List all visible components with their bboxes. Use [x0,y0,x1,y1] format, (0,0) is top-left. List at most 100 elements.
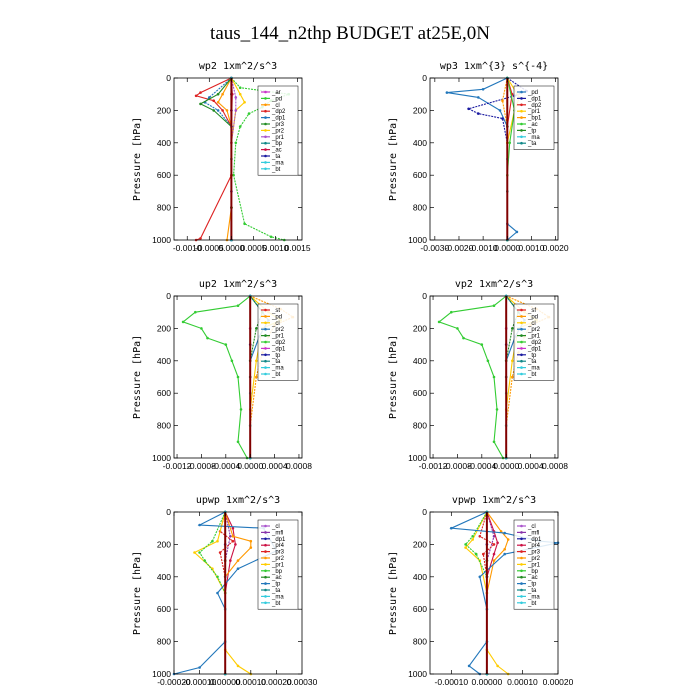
legend-marker [520,524,523,528]
legend-marker [520,353,523,357]
data-point [450,310,453,314]
legend-marker [264,531,267,534]
x-tick-label: -0.0005 [195,243,224,253]
y-tick-label: 1000 [152,453,171,463]
legend-label: _ta [271,359,281,365]
legend-label: _pr4 [271,543,285,549]
data-point [221,92,224,96]
legend-marker [520,550,523,553]
x-tick-label: 0.0000 [493,461,519,471]
legend-marker [520,327,523,331]
legend-label: _cl [271,524,280,530]
legend-label: _tp [527,582,537,588]
panel-0: wp2 1xm^2/s^3 Pressure [hPa] 0 200 400 600 800… [132,61,311,253]
data-point [247,112,251,115]
legend-label: _dp2 [271,340,286,346]
x-tick-label: 0.0000 [237,461,263,471]
series-line [464,511,509,675]
data-point [208,96,211,99]
legend-marker [264,90,267,94]
x-tick-label: 0.00010 [507,677,538,687]
series-line [217,77,232,241]
legend-marker [264,588,267,592]
x-tick-label: 0.0008 [286,461,312,471]
data-point [478,535,482,538]
legend-label: _tp [527,128,537,134]
legend-label: _tp [527,353,537,359]
legend-label: _pr1 [271,562,285,568]
y-tick-label: 600 [413,604,427,614]
series-line [437,295,507,459]
legend-label: _pr1 [527,109,541,115]
x-tick-label: 0.00020 [261,677,292,687]
data-point [198,551,201,554]
y-tick-label: 600 [157,604,171,614]
legend-marker [520,321,523,325]
data-point [478,575,482,579]
y-tick-label: 1000 [408,453,427,463]
legend-label: _ta [527,141,537,147]
y-tick-label: 800 [413,203,427,213]
data-point [243,101,246,104]
data-point [216,575,219,579]
y-axis-label: Pressure [hPa] [388,335,399,419]
legend-marker [264,315,267,318]
legend-label: _mfl [271,530,283,536]
legend-marker [520,582,523,585]
data-point [492,559,496,562]
y-tick-label: 400 [413,138,427,148]
y-tick-label: 200 [413,539,427,549]
legend-label: _ac [271,148,282,154]
data-point [467,664,471,668]
legend-marker [264,109,267,113]
data-point [486,359,490,363]
data-point [216,539,219,543]
data-point [236,567,240,570]
series-line [194,77,232,241]
legend-label: _cl [527,321,536,327]
legend-marker [264,308,267,312]
y-tick-label: 0 [422,507,427,517]
legend: _sf_pd_cl_pr2_pr1_dp2_dp1_tp_ta_ma_bt [513,303,555,381]
legend-marker [264,582,267,585]
y-tick-label: 1000 [152,235,171,245]
legend-marker [264,550,267,553]
data-point [496,664,499,668]
data-point [198,666,201,669]
data-point [503,548,507,551]
legend-marker [520,359,523,363]
data-point [199,91,202,94]
data-point [234,141,238,145]
legend-marker [264,569,267,573]
legend-label: _pr2 [271,556,285,562]
data-point [236,664,240,668]
data-point [234,96,238,99]
data-point [511,359,514,363]
x-tick-label: -0.0012 [163,461,192,471]
x-tick-label: 0.0008 [542,461,568,471]
panel-title: vp2 1xm^2/s^3 [455,279,533,290]
data-point [492,552,496,556]
legend-label: _ta [271,588,281,594]
data-point [236,304,240,308]
data-point [464,546,467,549]
legend-marker [520,315,523,318]
legend-marker [520,569,523,573]
legend-marker [264,556,267,560]
y-tick-label: 200 [413,105,427,115]
legend-label: _dp1 [527,537,542,543]
x-tick-label: -0.0010 [173,243,202,253]
legend-marker [520,116,523,119]
legend-label: _pr3 [271,122,285,128]
y-tick-label: 800 [157,421,171,431]
legend-label: _ma [527,135,540,141]
legend-marker [520,334,523,337]
legend-label: _dp2 [527,103,542,109]
y-tick-label: 800 [413,421,427,431]
legend-marker [520,595,523,598]
panel-1: wp3 1xm^{3} s^{-4} Pressure [hPa] 0 200 400 6… [388,61,569,253]
legend-label: _bp1 [527,116,542,122]
y-tick-label: 1000 [152,669,171,679]
y-tick-label: 600 [413,170,427,180]
data-point [212,109,215,112]
